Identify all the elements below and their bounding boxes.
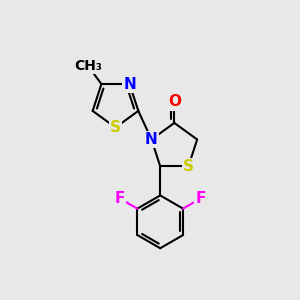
Text: O: O: [168, 94, 181, 110]
Text: S: S: [110, 120, 121, 135]
Text: N: N: [145, 132, 158, 147]
Text: F: F: [196, 191, 206, 206]
Text: CH₃: CH₃: [74, 59, 102, 73]
Text: S: S: [183, 159, 194, 174]
Text: F: F: [115, 191, 125, 206]
Text: N: N: [123, 76, 136, 92]
